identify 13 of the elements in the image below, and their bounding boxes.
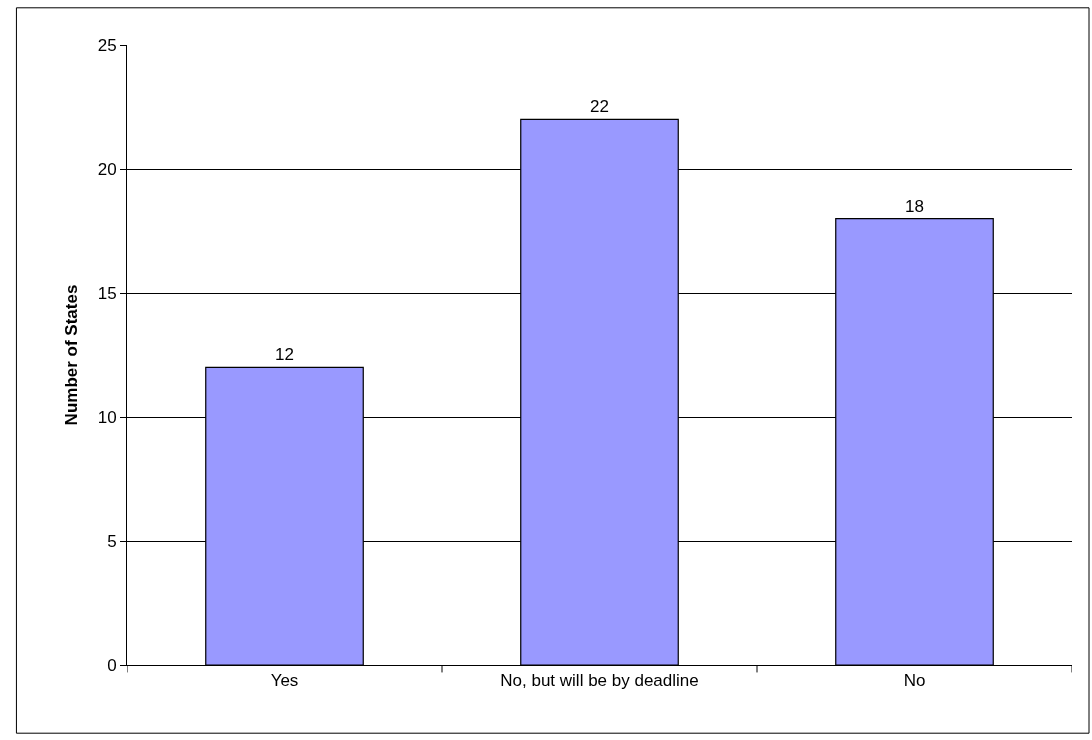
y-tick-label: 5 — [107, 531, 117, 551]
y-tick-label: 25 — [97, 35, 117, 55]
data-label: 18 — [905, 196, 924, 216]
x-tick-label: No, but will be by deadline — [500, 671, 699, 691]
data-label: 22 — [590, 97, 609, 117]
x-tick-label: Yes — [270, 671, 299, 691]
x-tick-label: No — [903, 671, 926, 691]
y-axis-title: Number of States — [62, 284, 82, 426]
y-tick-label: 0 — [107, 655, 117, 675]
y-tick-label: 10 — [97, 407, 117, 427]
y-tick-label: 20 — [97, 159, 117, 179]
y-tick-label: 15 — [97, 283, 117, 303]
data-label: 12 — [275, 345, 294, 365]
